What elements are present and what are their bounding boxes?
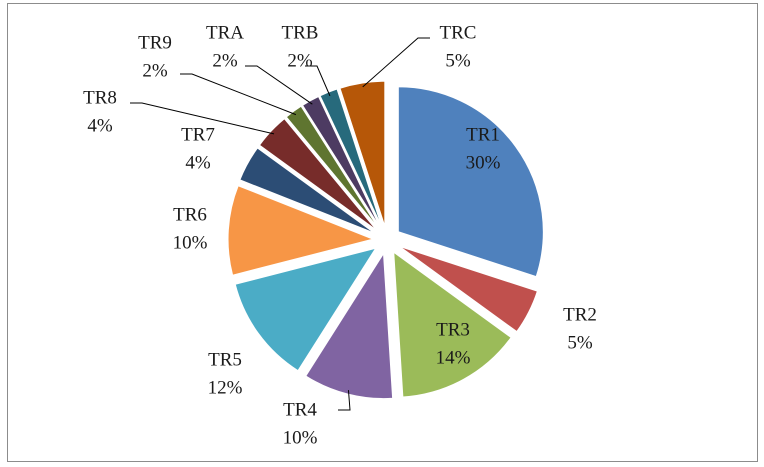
slice-value-label: 5% [567, 332, 593, 353]
slice-label: TR9 [138, 32, 172, 53]
pie-slice [399, 245, 539, 333]
slice-value-label: 2% [287, 50, 313, 71]
slice-label: TR6 [173, 204, 207, 225]
slice-label: TRA [206, 22, 244, 43]
leader-line [245, 65, 313, 105]
slice-value-label: 10% [283, 427, 318, 448]
pie-slice [301, 95, 381, 228]
slice-label: TRB [282, 22, 319, 43]
pie-slice [397, 86, 544, 278]
leader-line [305, 65, 331, 97]
slice-label: TR7 [181, 124, 215, 145]
pie-slice [227, 185, 375, 276]
slice-label: TRC [440, 22, 477, 43]
slice-label: TR8 [83, 87, 117, 108]
leader-line [130, 102, 275, 135]
slice-value-label: 30% [466, 152, 501, 173]
leader-line [362, 37, 430, 88]
slice-value-label: 14% [436, 347, 471, 368]
slice-label: TR4 [283, 399, 317, 420]
slice-value-label: 4% [87, 115, 113, 136]
pie-slice [258, 117, 378, 231]
slice-label: TR3 [436, 319, 470, 340]
pie-slice [239, 147, 376, 234]
pie-slice [285, 105, 380, 229]
slice-value-label: 5% [445, 50, 471, 71]
pie-slice [393, 251, 512, 398]
slice-label: TR1 [466, 124, 500, 145]
leader-line [338, 390, 351, 411]
slice-value-label: 4% [185, 152, 211, 173]
slice-label: TR2 [563, 304, 597, 325]
leader-line [180, 73, 297, 116]
pie-slice [305, 251, 394, 400]
slice-value-label: 10% [173, 232, 208, 253]
slice-value-label: 12% [208, 377, 243, 398]
pie-slice [339, 80, 386, 227]
slice-value-label: 2% [212, 50, 238, 71]
slice-value-label: 2% [142, 60, 168, 81]
slice-label: TR5 [208, 349, 242, 370]
pie-slice [234, 247, 377, 372]
